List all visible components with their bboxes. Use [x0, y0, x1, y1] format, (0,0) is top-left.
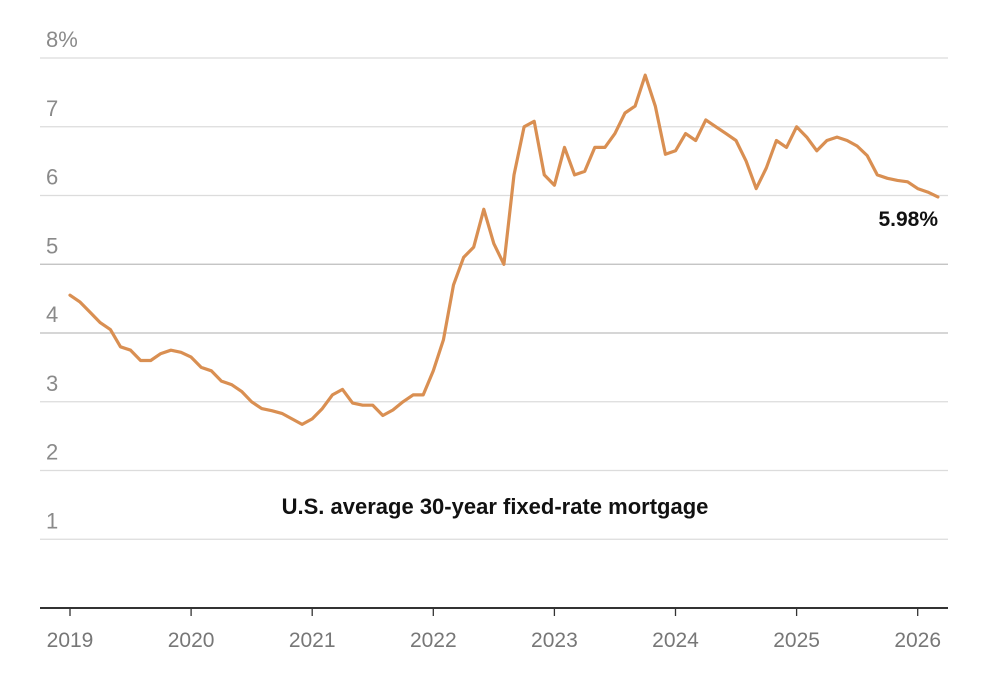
- x-tick-label: 2021: [289, 629, 336, 652]
- y-tick-label: 4: [46, 302, 58, 327]
- chart-title: U.S. average 30-year fixed-rate mortgage: [282, 494, 709, 519]
- gridlines: [40, 57, 948, 540]
- y-tick-label: 1: [46, 508, 58, 533]
- y-tick-label: 6: [46, 165, 58, 190]
- y-axis: 1 2 3 4 5 6 7 8%: [46, 27, 78, 533]
- x-tick-label: 2023: [531, 629, 578, 652]
- x-tick-label: 2022: [410, 629, 457, 652]
- end-value-label: 5.98%: [878, 208, 938, 231]
- y-tick-label: 3: [46, 371, 58, 396]
- x-tick-label: 2019: [47, 629, 94, 652]
- y-tick-label: 7: [46, 96, 58, 121]
- series-line: [68, 73, 940, 426]
- x-tick-label: 2026: [894, 629, 941, 652]
- x-tick-label: 2025: [773, 629, 820, 652]
- x-axis: 2019 2020 2021 2022 2023 2024 2025 2026: [40, 607, 948, 652]
- x-tick-label: 2024: [652, 629, 699, 652]
- x-tick-label: 2020: [168, 629, 215, 652]
- y-tick-label: 2: [46, 440, 58, 465]
- series-lines: [68, 73, 940, 426]
- y-tick-label: 8%: [46, 27, 78, 52]
- y-tick-label: 5: [46, 233, 58, 258]
